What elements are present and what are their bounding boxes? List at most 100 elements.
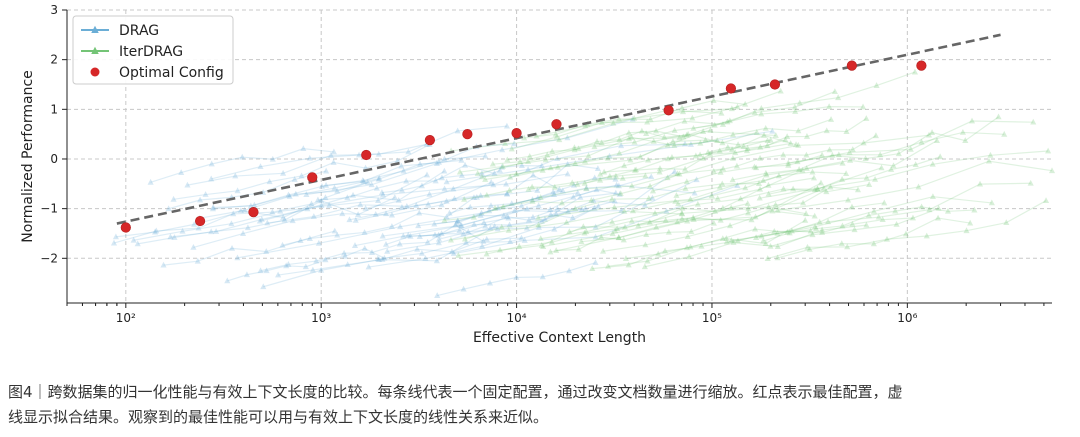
config-marker (454, 127, 461, 134)
config-marker (360, 178, 367, 184)
config-curve (693, 105, 864, 130)
config-marker (697, 139, 704, 146)
config-marker (302, 263, 309, 270)
config-marker (612, 189, 619, 196)
config-marker (431, 220, 438, 227)
config-marker (502, 140, 509, 147)
config-marker (612, 175, 619, 182)
config-marker (1048, 167, 1056, 174)
config-marker (751, 163, 758, 170)
optimal-point (361, 149, 372, 161)
config-marker (556, 186, 563, 192)
legend-marker (91, 46, 99, 54)
config-marker (285, 261, 292, 267)
config-marker (851, 226, 858, 233)
config-marker (357, 201, 364, 208)
config-marker (422, 255, 429, 261)
config-marker (676, 134, 683, 141)
config-curve (667, 134, 930, 179)
config-curve (260, 224, 484, 272)
config-marker (794, 158, 801, 165)
config-marker (581, 179, 588, 186)
config-marker (496, 167, 503, 173)
legend-label: DRAG (119, 23, 159, 39)
config-marker (764, 142, 771, 149)
config-marker (375, 197, 382, 203)
config-curve (676, 140, 938, 197)
config-curve (282, 197, 475, 246)
config-marker (612, 172, 619, 179)
config-marker (628, 133, 635, 140)
config-marker (292, 190, 299, 197)
config-marker (728, 146, 736, 153)
config-marker (388, 223, 395, 229)
config-marker (478, 209, 485, 216)
config-curve (550, 187, 825, 253)
config-marker (745, 209, 752, 216)
config-marker (303, 191, 310, 197)
config-marker (690, 214, 697, 221)
config-curve (354, 171, 675, 247)
config-marker (269, 208, 276, 215)
config-marker (820, 185, 827, 191)
y-tick-label: 3 (50, 3, 58, 17)
config-marker (678, 104, 686, 111)
config-marker (279, 241, 286, 248)
config-marker (306, 154, 313, 161)
config-marker (963, 227, 970, 234)
config-curve (227, 247, 385, 282)
config-curve (113, 181, 368, 244)
config-marker (839, 222, 846, 229)
config-marker (734, 237, 741, 244)
config-marker (537, 235, 544, 242)
config-marker (988, 199, 995, 206)
config-marker (796, 99, 803, 106)
config-marker (865, 211, 872, 218)
config-marker (529, 213, 537, 220)
config-marker (359, 177, 366, 183)
config-marker (707, 150, 714, 157)
config-marker (681, 117, 688, 124)
config-marker (601, 168, 608, 175)
config-curve (667, 118, 832, 147)
config-marker (171, 234, 178, 240)
config-marker (902, 230, 910, 237)
config-marker (190, 244, 197, 250)
config-marker (637, 153, 644, 160)
config-marker (685, 130, 692, 137)
config-marker (716, 183, 723, 190)
config-marker (487, 202, 495, 208)
config-curve (731, 217, 913, 242)
caption-line-1: 图4｜跨数据集的归一化性能与有效上下文长度的比较。每条线代表一个固定配置，通过改… (8, 383, 903, 401)
x-tick-label: 10⁴ (507, 311, 527, 325)
config-curve (464, 175, 646, 200)
config-marker (873, 82, 880, 88)
config-marker (474, 170, 481, 176)
config-marker (331, 227, 338, 234)
config-marker (1027, 179, 1034, 186)
config-marker (716, 147, 723, 154)
config-marker (577, 193, 584, 200)
config-marker (330, 148, 337, 155)
config-marker (483, 235, 490, 242)
config-marker (304, 205, 311, 212)
config-marker (860, 139, 867, 146)
config-marker (234, 187, 241, 194)
config-marker (523, 205, 531, 212)
config-marker (375, 256, 383, 262)
config-marker (671, 127, 678, 133)
config-marker (554, 163, 561, 170)
config-marker (669, 138, 677, 144)
config-marker (306, 235, 313, 241)
config-marker (663, 207, 670, 214)
config-curve (481, 131, 757, 178)
config-curve (632, 169, 803, 212)
config-marker (356, 151, 363, 158)
y-tick-label: 2 (50, 53, 58, 67)
config-curve (267, 169, 501, 224)
optimal-point (663, 105, 674, 116)
config-curve (494, 168, 724, 209)
config-marker (566, 228, 573, 235)
config-marker (757, 154, 764, 161)
config-marker (692, 152, 699, 159)
